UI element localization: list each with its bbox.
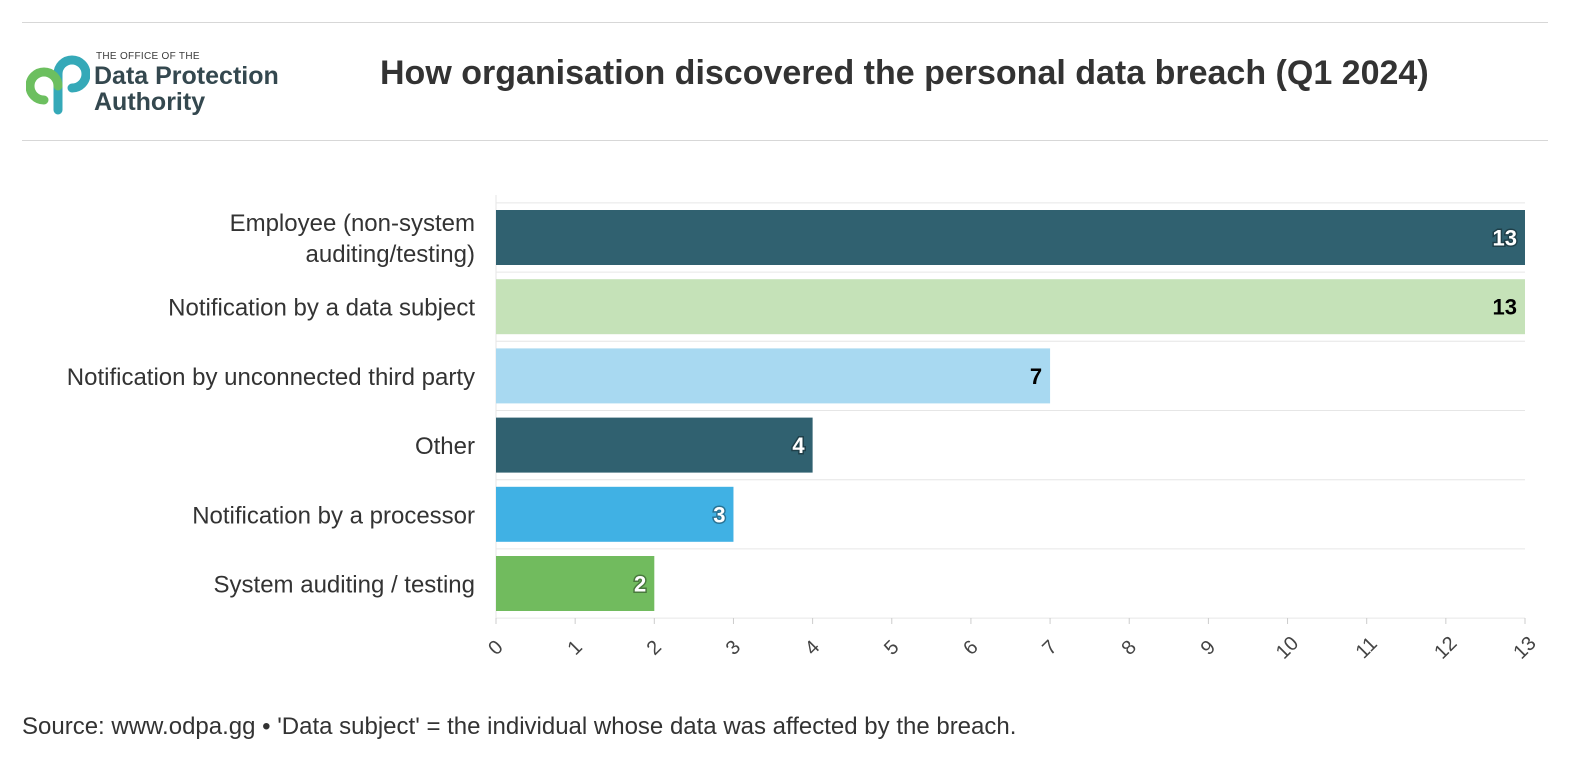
x-tick-label: 11 (1352, 633, 1382, 663)
logo-tagline: THE OFFICE OF THE (96, 51, 200, 62)
x-tick-label: 9 (1197, 636, 1220, 659)
bar-3 (496, 417, 813, 473)
category-label: Notification by unconnected third party (67, 364, 475, 391)
category-label: Other (415, 433, 475, 460)
x-tick-label: 4 (801, 636, 824, 659)
bar-4 (496, 486, 734, 542)
logo-line-1: Data Protection (94, 62, 279, 90)
data-label: 13 (1493, 295, 1517, 320)
top-divider (22, 22, 1548, 23)
bar-1 (496, 279, 1525, 335)
x-tick-label: 13 (1509, 632, 1540, 663)
category-label: Notification by a data subject (168, 295, 475, 322)
category-label: System auditing / testing (214, 572, 475, 599)
x-tick-label: 6 (959, 636, 982, 659)
data-label: 7 (1030, 364, 1042, 389)
category-label: auditing/testing) (306, 241, 475, 268)
header-divider (22, 140, 1548, 141)
x-tick-label: 5 (880, 636, 903, 659)
logo-line-2: Authority (94, 88, 206, 116)
category-label: Notification by a processor (192, 502, 475, 529)
chart-title: How organisation discovered the personal… (380, 54, 1429, 92)
source-note: Source: www.odpa.gg • 'Data subject' = t… (22, 713, 1017, 740)
x-tick-label: 2 (643, 636, 666, 659)
x-tick-label: 10 (1272, 632, 1303, 663)
data-label: 13 (1493, 226, 1517, 251)
data-label: 3 (713, 502, 725, 527)
x-tick-label: 0 (484, 636, 507, 659)
category-label: Employee (non-system (230, 210, 475, 237)
bar-chart: Employee (non-systemauditing/testing)13N… (67, 195, 1541, 664)
x-tick-label: 12 (1430, 632, 1461, 663)
x-tick-label: 1 (563, 636, 586, 659)
bar-0 (496, 210, 1525, 265)
odpa-logo: THE OFFICE OF THE Data Protection Author… (26, 46, 306, 124)
logo-mark-icon (26, 55, 90, 115)
data-label: 4 (792, 433, 805, 458)
x-tick-label: 8 (1118, 636, 1141, 659)
x-tick-label: 3 (722, 636, 745, 659)
bar-5 (496, 556, 655, 611)
bar-2 (496, 348, 1051, 404)
data-label: 2 (634, 572, 646, 597)
x-tick-label: 7 (1038, 636, 1061, 659)
